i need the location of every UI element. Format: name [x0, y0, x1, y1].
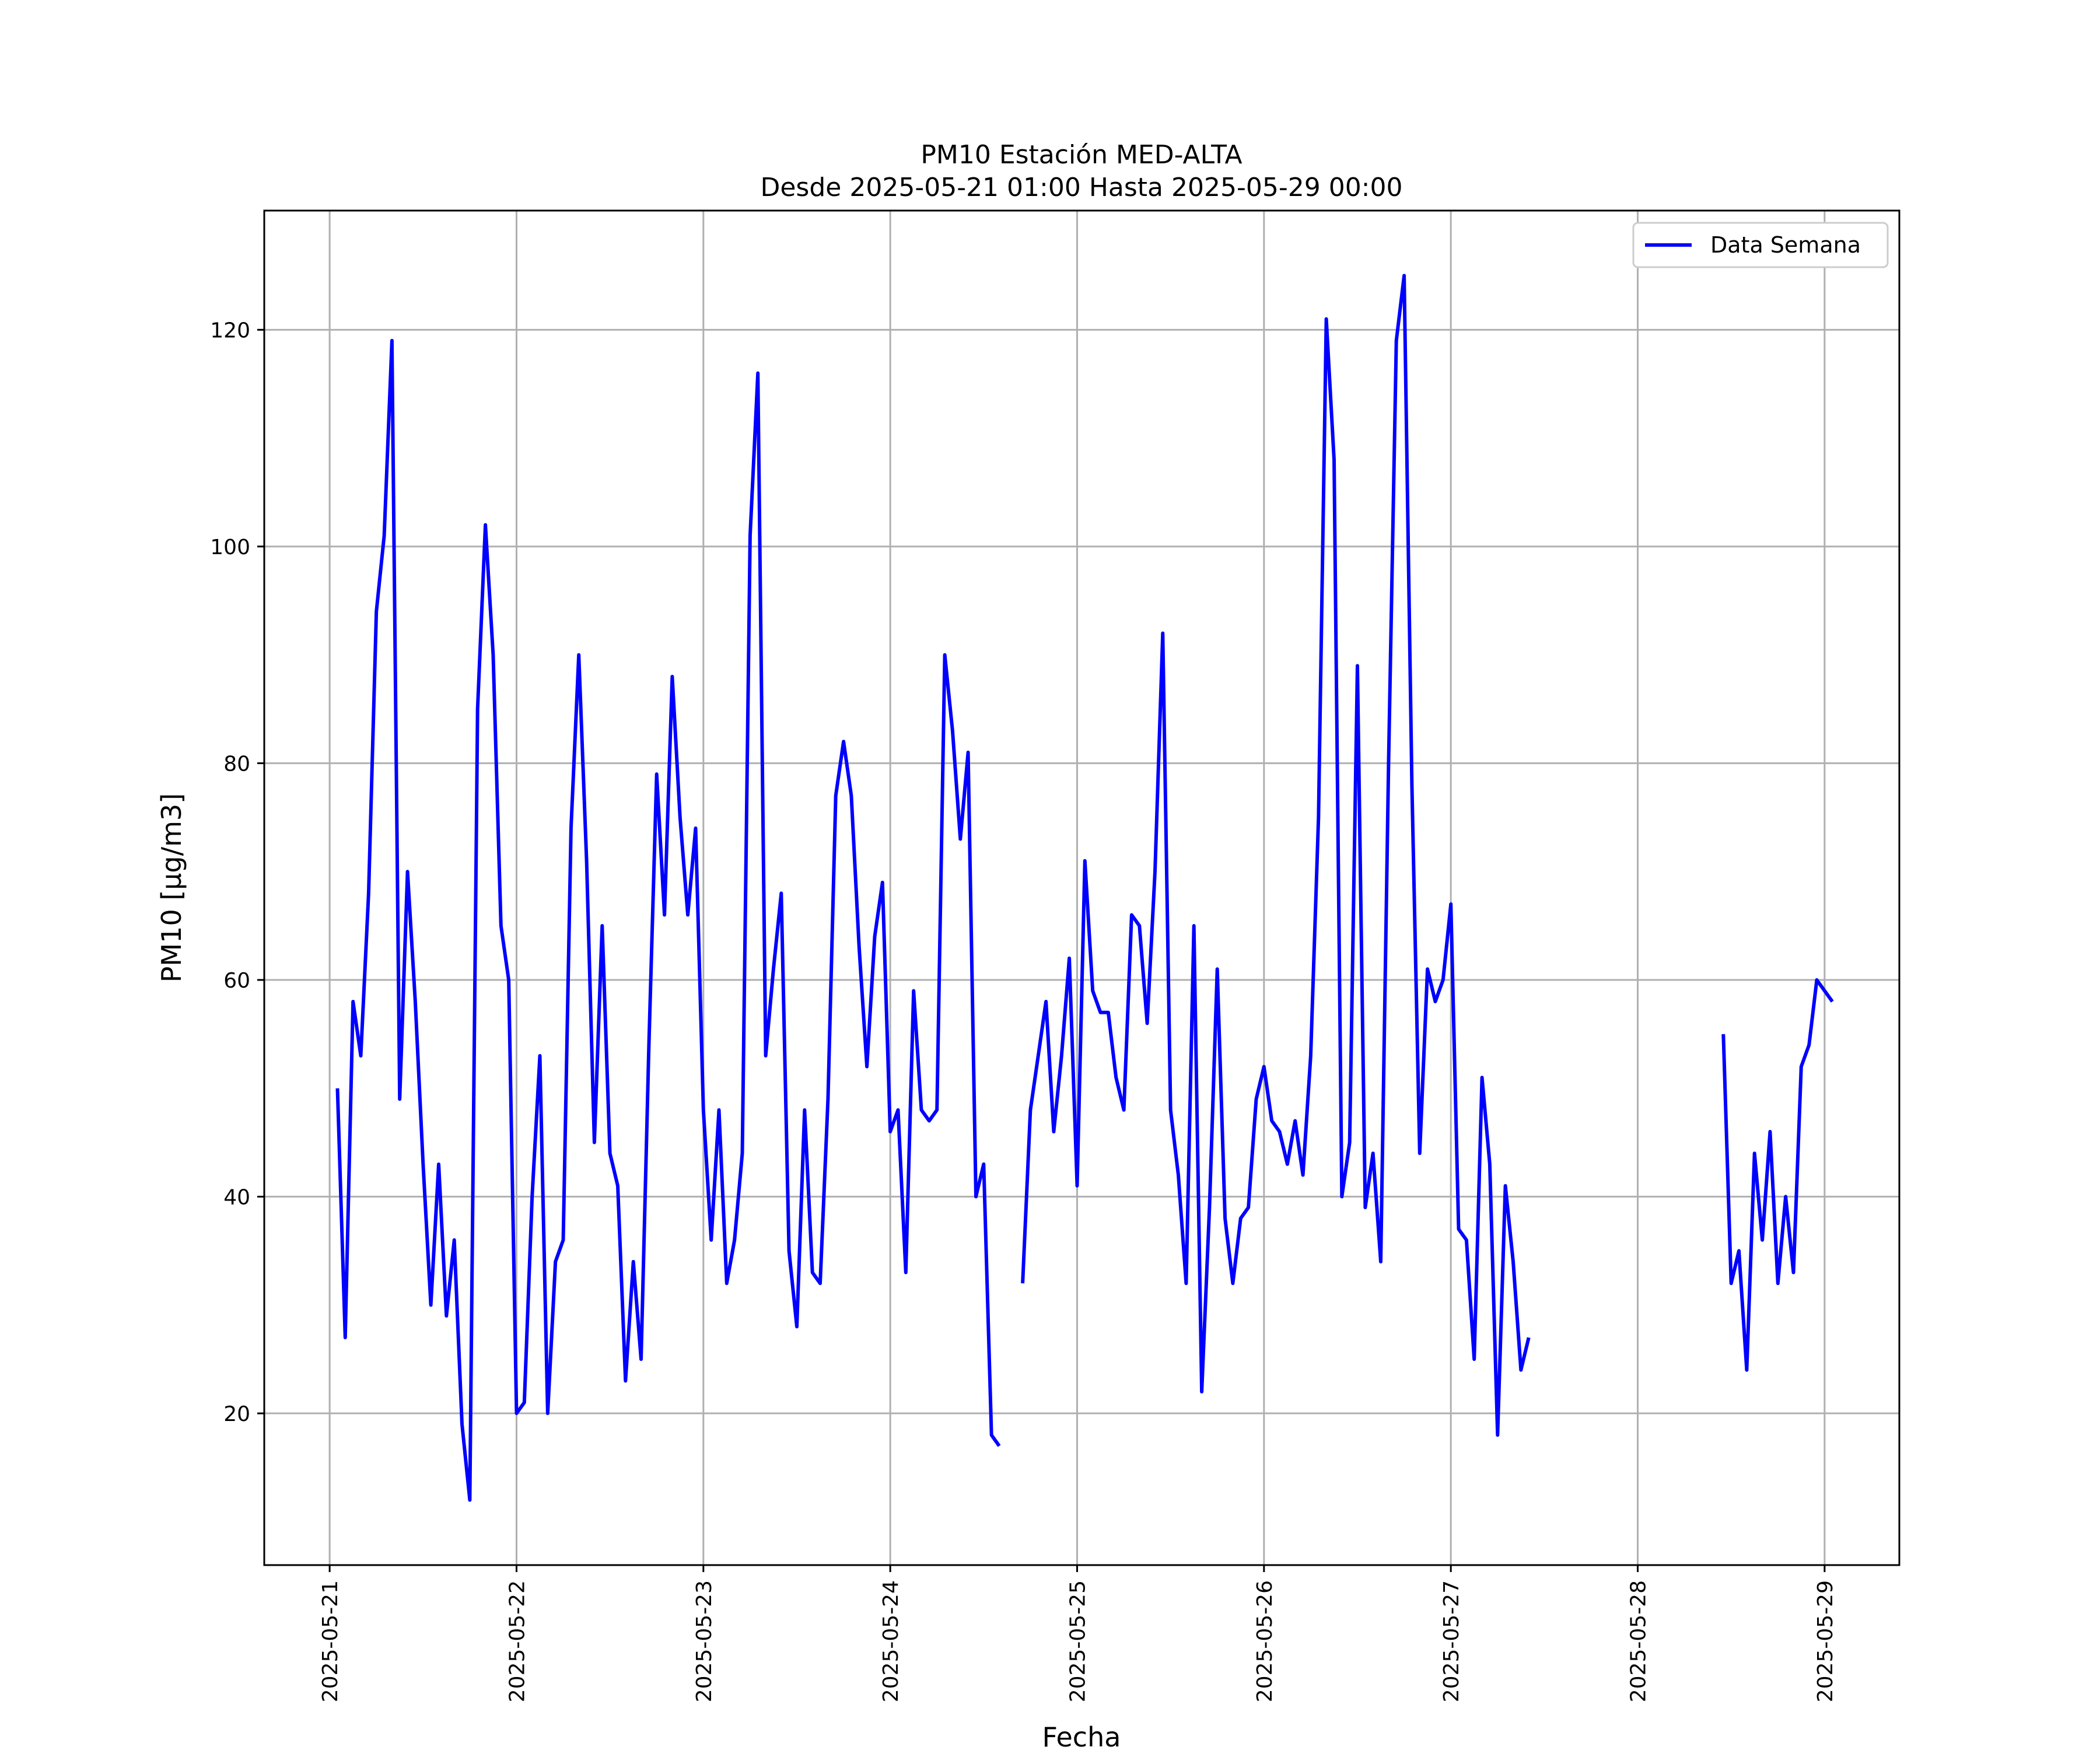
legend-box: [1632, 222, 1889, 268]
y-tick-label: 60: [223, 969, 250, 993]
series-line-segment: [1021, 274, 1531, 1437]
y-tick-label: 40: [223, 1185, 250, 1209]
legend-entry: Data Semana: [1710, 232, 1861, 258]
y-axis-label: PM10 [μg/m3]: [156, 793, 187, 983]
x-tick-label: 2025-05-22: [505, 1580, 529, 1702]
x-tick-label: 2025-05-28: [1627, 1580, 1651, 1702]
x-axis-label: Fecha: [1042, 1721, 1121, 1750]
grid-layer: [264, 211, 1899, 1565]
tick-layer: 20 40 60 80 100 120 2025-05-21 2025-05-22 2025-0…: [210, 318, 1838, 1702]
series-layer: [335, 274, 1834, 1502]
series-line-segment: [335, 338, 1001, 1502]
x-tick-label: 2025-05-25: [1066, 1580, 1090, 1702]
y-tick-label: 100: [210, 536, 250, 559]
chart-title: PM10 Estación MED-ALTA: [921, 140, 1242, 170]
x-tick-label: 2025-05-27: [1440, 1580, 1464, 1702]
chart-subtitle: Desde 2025-05-21 01:00 Hasta 2025-05-29 …: [760, 173, 1402, 202]
series-line-segment: [1721, 978, 1834, 1372]
y-tick-label: 120: [210, 318, 250, 342]
y-tick-label: 80: [223, 752, 250, 776]
plot-frame: [263, 209, 1901, 1566]
x-tick-label: 2025-05-29: [1814, 1580, 1838, 1702]
y-tick-label: 20: [223, 1402, 250, 1426]
x-tick-label: 2025-05-24: [879, 1580, 903, 1702]
x-tick-label: 2025-05-26: [1253, 1580, 1277, 1702]
x-tick-label: 2025-05-21: [318, 1580, 342, 1702]
x-tick-label: 2025-05-23: [692, 1580, 716, 1702]
legend: Data Semana: [1632, 222, 1889, 268]
